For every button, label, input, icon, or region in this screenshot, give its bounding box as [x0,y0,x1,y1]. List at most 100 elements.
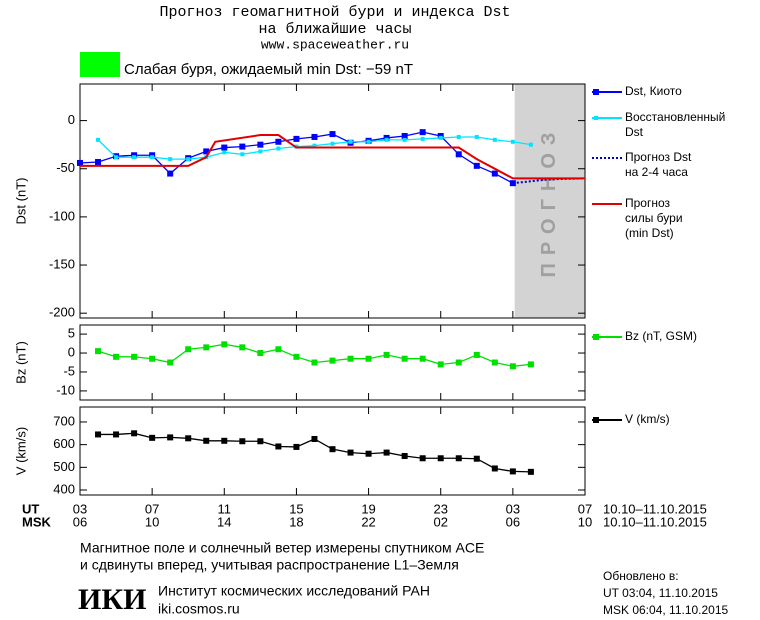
data-point [167,359,174,366]
data-point [527,361,534,368]
data-point [257,141,264,148]
x-tick-label: 06 [506,514,520,529]
y-tick-label: -5 [63,363,75,378]
data-point [311,133,318,140]
data-point [473,162,480,169]
data-point [167,170,174,177]
data-point [275,138,282,145]
x-tick-label: 11 [218,501,232,516]
legend-marker [594,116,598,120]
data-point [473,351,480,358]
series-line [80,134,585,180]
updated-ut: UT 03:04, 11.10.2015 [603,586,718,600]
note: и сдвинуты вперед, учитывая распростране… [80,557,459,573]
data-point [383,351,390,358]
data-point [239,143,246,150]
url: www.spaceweather.ru [261,37,409,52]
logo: ИКИ [78,583,146,616]
x-tick-label: 15 [289,501,303,516]
data-point [527,468,534,475]
data-point [239,438,246,445]
updated: Обновлено в: [603,569,679,583]
data-point [114,155,119,160]
data-point [401,133,408,139]
x-tick-label: 10 [145,514,159,529]
data-point [275,443,282,450]
data-point [95,159,102,165]
site: iki.cosmos.ru [158,601,240,617]
y-tick-label: -100 [49,208,75,223]
data-point [221,144,228,151]
data-point [528,142,533,147]
data-point [438,135,443,140]
date-range: 10.10–11.10.2015 [603,514,707,529]
x-row-label: MSK [22,514,52,529]
status: Слабая буря, ожидаемый min Dst: −59 nT [124,61,413,78]
y-tick-label: 0 [68,344,75,359]
data-point [473,455,480,462]
data-point [149,355,156,362]
data-point [311,359,318,366]
data-point [113,431,120,438]
data-point [203,344,210,351]
y-tick-label: 700 [53,413,75,428]
y-tick-label: -200 [49,305,75,320]
data-point [384,137,389,142]
y-axis-label: Dst (nT) [13,178,28,225]
data-point [491,465,498,472]
x-tick-label: 07 [578,501,592,516]
y-tick-label: 500 [53,459,75,474]
data-point [509,363,516,370]
data-point [366,139,371,144]
x-tick-label: 18 [289,514,303,529]
data-point [330,141,335,146]
data-point [491,170,498,177]
legend-label: V (km/s) [625,412,670,426]
x-row-label: UT [22,501,39,516]
data-point [149,434,156,441]
data-point [132,155,137,160]
data-point [131,353,138,360]
data-point [492,137,497,142]
data-point [419,355,426,362]
data-point [312,143,317,148]
y-tick-label: -10 [56,382,75,397]
y-axis-label: Bz (nT) [13,341,28,384]
x-tick-label: 19 [361,501,375,516]
x-tick-label: 07 [145,501,159,516]
data-point [222,150,227,155]
data-point [185,435,192,442]
data-point [348,139,353,144]
data-point [293,443,300,450]
data-point [186,157,191,162]
forecast-label: ПРОГНОЗ [538,125,560,278]
data-point [455,455,462,462]
x-tick-label: 14 [217,514,231,529]
data-point [167,434,174,441]
data-point [419,129,426,136]
data-point [203,437,210,444]
subtitle: на ближайшие часы [258,21,411,38]
plot-frame [79,406,586,496]
data-point [221,341,228,348]
data-point [474,134,479,139]
y-tick-label: 0 [68,112,75,127]
data-point [293,135,300,142]
data-point [329,357,336,364]
data-point [95,431,102,438]
y-tick-label: 600 [53,436,75,451]
data-point [113,353,120,360]
data-point [185,346,192,353]
data-point [240,152,245,157]
legend-label: Dst, Киото [625,84,682,98]
data-point [329,446,336,453]
data-point [365,355,372,362]
x-tick-label: 10 [578,514,592,529]
data-point [131,430,138,437]
data-point [455,359,462,366]
data-point [203,148,210,155]
data-point [420,136,425,141]
legend-label: Прогноз Dst на 2-4 часа [625,150,692,179]
